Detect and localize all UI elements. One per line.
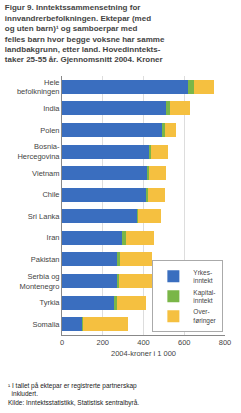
svg-text:Somalia: Somalia — [32, 320, 60, 329]
svg-text:400: 400 — [137, 338, 150, 347]
svg-text:Kapital-inntekt: Kapital-inntekt — [193, 289, 215, 304]
svg-text:2004-kroner i 1 000: 2004-kroner i 1 000 — [111, 349, 176, 358]
svg-text:Over-føringer: Over-føringer — [193, 308, 216, 324]
svg-text:200: 200 — [96, 338, 109, 347]
svg-text:India: India — [43, 104, 60, 113]
svg-text:Chile: Chile — [42, 190, 59, 199]
svg-text:Tyrkia: Tyrkia — [39, 298, 60, 307]
svg-text:Sri Lanka: Sri Lanka — [28, 212, 61, 221]
svg-text:Yrkes-inntekt: Yrkes-inntekt — [193, 269, 212, 284]
svg-text:Iran: Iran — [47, 233, 60, 242]
svg-text:Helebefolkningen: Helebefolkningen — [17, 78, 60, 97]
svg-text:¹ I tallet på ektepar er regis: ¹ I tallet på ektepar er registrerte par… — [8, 382, 139, 407]
svg-text:Vietnam: Vietnam — [32, 169, 59, 178]
svg-text:600: 600 — [178, 338, 191, 347]
svg-text:Pakistan: Pakistan — [31, 255, 60, 264]
svg-text:Figur 9. Inntektssammensetning: Figur 9. Inntektssammensetning forinnvan… — [5, 3, 165, 64]
svg-text:800: 800 — [219, 338, 232, 347]
svg-text:Polen: Polen — [40, 126, 59, 135]
svg-text:Serbia ogMontenegro: Serbia ogMontenegro — [19, 272, 59, 291]
svg-text:Bosnia-Hercegovina: Bosnia-Hercegovina — [17, 142, 60, 161]
svg-text:0: 0 — [60, 338, 64, 347]
